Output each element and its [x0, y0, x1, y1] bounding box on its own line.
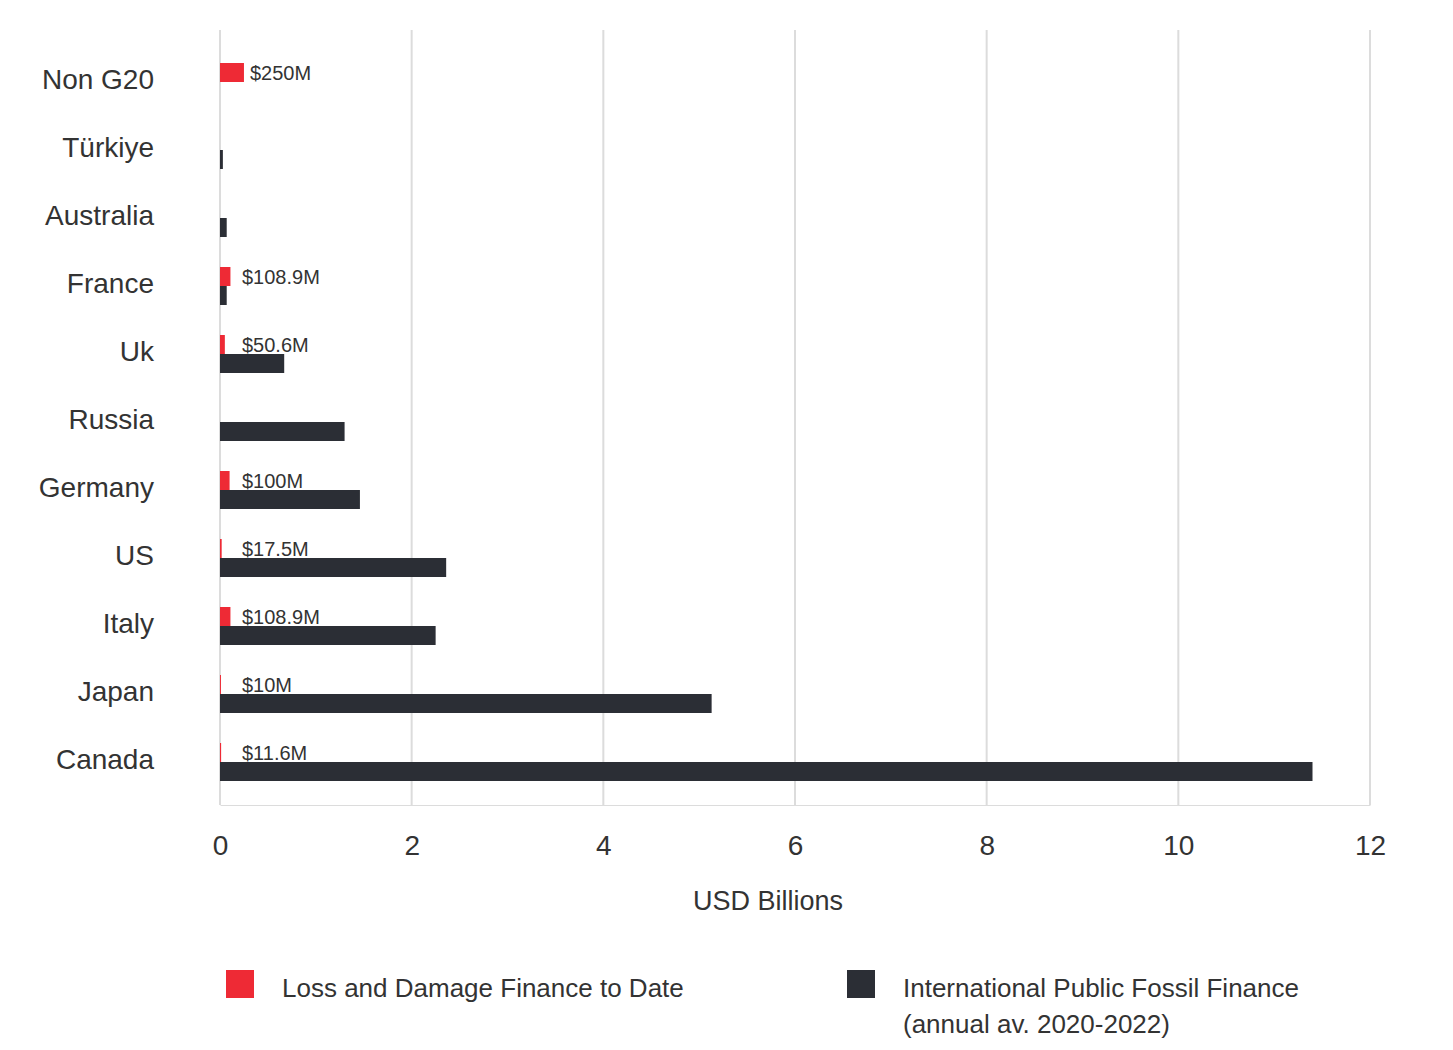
bar: [220, 218, 227, 237]
y-tick: Japan: [78, 676, 220, 707]
bar: [220, 150, 223, 169]
bar: [220, 694, 712, 713]
bar: [220, 490, 360, 509]
bar: [220, 286, 227, 305]
y-tick-label: Uk: [120, 336, 155, 367]
y-tick: Canada: [56, 744, 220, 775]
y-tick: Uk: [120, 336, 220, 367]
x-axis: 0 2 4 6 8 10 12: [213, 805, 1386, 861]
x-tick: 12: [1355, 805, 1386, 861]
x-tick: 6: [788, 805, 804, 861]
y-tick: France: [67, 268, 220, 299]
legend-swatch: [226, 970, 254, 998]
bars: [220, 63, 1313, 781]
y-tick-label: Germany: [39, 472, 154, 503]
y-tick: US: [115, 540, 220, 571]
data-label: $250M: [250, 62, 311, 84]
x-axis-title: USD Billions: [693, 886, 843, 916]
bar: [220, 539, 222, 558]
grid-line: [1177, 30, 1179, 805]
bar: [220, 422, 345, 441]
data-label: $100M: [242, 470, 303, 492]
x-tick: 0: [213, 805, 229, 861]
x-tick-label: 10: [1163, 830, 1194, 861]
legend-label-line: (annual av. 2020-2022): [903, 1009, 1170, 1039]
x-tick-label: 8: [979, 830, 995, 861]
legend: Loss and Damage Finance to Date Internati…: [226, 970, 1299, 1039]
bar: [220, 267, 230, 286]
x-tick: 4: [596, 805, 612, 861]
y-tick-label: Canada: [56, 744, 155, 775]
grid-line: [219, 30, 221, 805]
y-tick: Italy: [103, 608, 220, 639]
y-tick-label: Türkiye: [62, 132, 154, 163]
legend-label: Loss and Damage Finance to Date: [282, 973, 684, 1003]
y-tick-label: France: [67, 268, 154, 299]
y-tick: Russia: [68, 404, 220, 435]
y-tick-label: Japan: [78, 676, 154, 707]
data-label: $10M: [242, 674, 292, 696]
data-label: $11.6M: [242, 742, 307, 764]
x-tick-label: 0: [213, 830, 229, 861]
y-tick: Türkiye: [62, 132, 220, 163]
grid-line: [1369, 30, 1371, 805]
x-tick: 8: [979, 805, 995, 861]
x-axis-line: [221, 805, 1371, 806]
data-label: $108.9M: [242, 266, 320, 288]
x-tick: 2: [404, 805, 420, 861]
y-tick: Non G20: [42, 64, 220, 95]
bar: [220, 762, 1313, 781]
grid-line: [986, 30, 988, 805]
y-tick: Germany: [39, 472, 220, 503]
bar: [220, 743, 221, 762]
grid-line: [602, 30, 604, 805]
y-axis: Non G20 Türkiye Australia France Uk Russia Ger…: [39, 47, 221, 795]
legend-label: International Public Fossil Finance (annu…: [903, 973, 1299, 1039]
x-tick-label: 6: [788, 830, 804, 861]
x-tick-label: 2: [404, 830, 420, 861]
y-tick: Australia: [45, 200, 220, 231]
grid-line: [794, 30, 796, 805]
bar: [220, 675, 221, 694]
y-tick-label: US: [115, 540, 154, 571]
y-tick-label: Australia: [45, 200, 154, 231]
bar: [220, 335, 225, 354]
bar: [220, 607, 230, 626]
y-tick-label: Italy: [103, 608, 154, 639]
data-labels: $250M $108.9M $50.6M $100M $17.5M $108.9M $10M…: [242, 62, 320, 764]
data-label: $50.6M: [242, 334, 309, 356]
legend-label-line: International Public Fossil Finance: [903, 973, 1299, 1003]
data-label: $108.9M: [242, 606, 320, 628]
data-label: $17.5M: [242, 538, 309, 560]
x-tick: 10: [1163, 805, 1194, 861]
x-tick-label: 12: [1355, 830, 1386, 861]
bar: [220, 471, 230, 490]
y-tick-label: Russia: [68, 404, 154, 435]
bar: [220, 558, 446, 577]
y-tick-label: Non G20: [42, 64, 154, 95]
legend-label-line: Loss and Damage Finance to Date: [282, 973, 684, 1003]
chart: 0 2 4 6 8 10 12 Non G20 Türkiye Australia France Uk…: [0, 0, 1453, 1050]
legend-swatch: [847, 970, 875, 998]
grid: [220, 30, 1370, 805]
grid-line: [411, 30, 413, 805]
bar: [220, 626, 436, 645]
x-tick-label: 4: [596, 830, 612, 861]
bar: [220, 63, 244, 82]
bar: [220, 354, 284, 373]
